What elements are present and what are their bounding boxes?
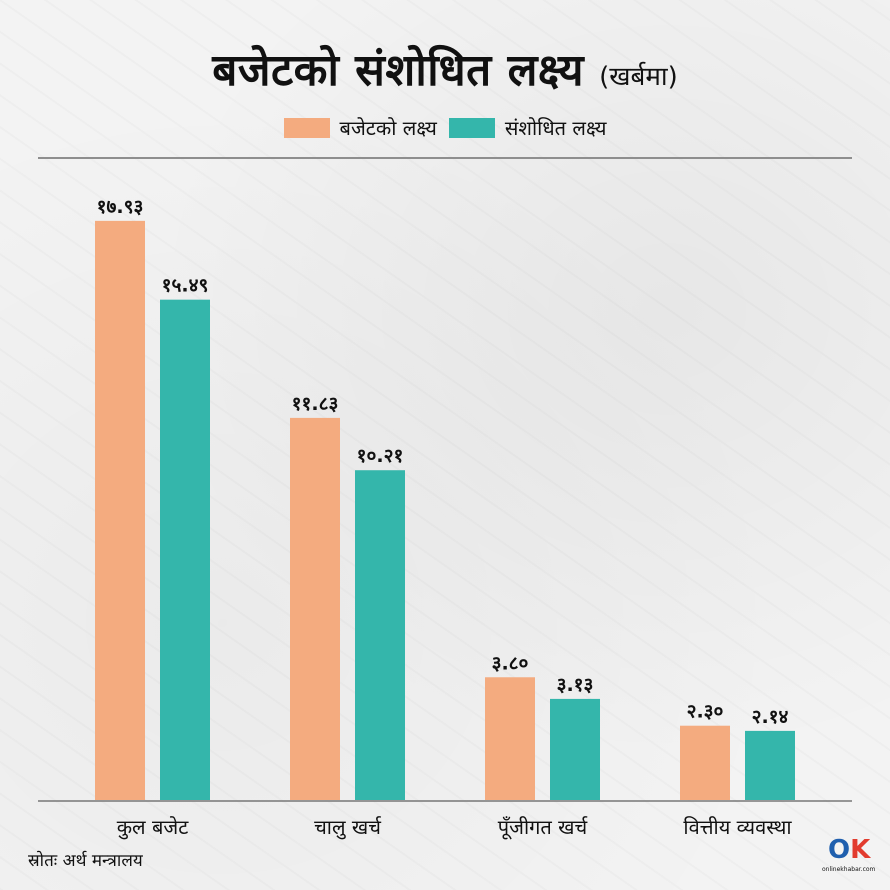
data-label-revised-2: ३.१३ [557,674,594,696]
bar-revised-1 [355,470,405,800]
chart-title: बजेटको संशोधित लक्ष्य (खर्बमा) [0,38,890,98]
bar-budget-3 [680,725,730,800]
category-label-2: पूँजीगत खर्च [498,815,588,840]
bar-revised-3 [745,730,795,800]
title-main: बजेटको संशोधित लक्ष्य [212,45,585,96]
logo-text: onlinekhabar.com [822,866,876,873]
bar-revised-2 [550,698,600,800]
legend-swatch-revised [448,117,495,138]
data-label-budget-1: ११.८३ [292,393,339,415]
legend-label-budget: बजेटको लक्ष्य [339,116,437,140]
bar-budget-1 [290,417,340,800]
data-label-budget-3: २.३० [687,701,724,723]
legend: बजेटको लक्ष्य संशोधित लक्ष्य [0,114,890,141]
legend-item-budget: बजेटको लक्ष्य [283,114,437,141]
data-label-revised-1: १०.२१ [357,445,404,467]
title-divider [38,157,852,159]
bar-budget-0 [95,220,145,801]
logo-mark: OK [828,835,871,865]
bar-budget-2 [485,677,535,800]
category-label-3: वित्तीय व्यवस्था [683,815,792,839]
onlinekhabar-logo: OK onlinekhabar.com [822,834,876,880]
data-label-revised-3: २.१४ [752,706,789,728]
legend-item-revised: संशोधित लक्ष्य [448,114,607,141]
data-label-budget-2: ३.८० [492,652,529,674]
bar-revised-0 [160,299,210,800]
title-unit: (खर्बमा) [599,62,678,92]
data-label-revised-0: १५.४९ [162,275,209,297]
category-label-1: चालु खर्च [314,815,382,840]
data-label-budget-0: १७.९३ [97,196,144,218]
source-note: स्रोतः अर्थ मन्त्रालय [28,851,143,871]
legend-swatch-budget [283,117,330,138]
category-label-0: कुल बजेट [117,815,190,840]
legend-label-revised: संशोधित लक्ष्य [504,116,607,140]
